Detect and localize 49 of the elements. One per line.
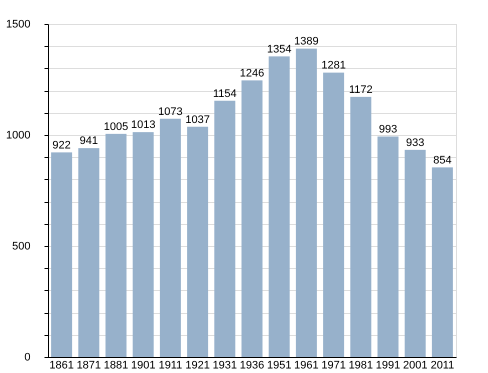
bar [242,80,262,357]
data-label: 933 [406,136,424,149]
x-tick-label: 1971 [321,360,346,372]
data-label: 1281 [321,60,346,72]
x-tick-label: 1901 [130,360,156,372]
y-tick-label: 0 [24,352,30,364]
x-tick-label: 1911 [158,360,182,372]
bar [323,72,344,357]
x-tick-label: 1871 [76,360,102,372]
data-label: 1246 [240,67,264,80]
data-label: 1073 [158,106,183,118]
y-tick-label: 500 [12,240,30,252]
x-tick-label: 1981 [348,360,374,372]
bar [160,118,181,357]
data-label: 922 [52,139,71,152]
bar [106,134,126,357]
data-label: 1172 [348,84,373,96]
x-tick-label: 1961 [294,360,319,372]
bar [378,136,398,357]
x-tick-label: 1951 [266,360,292,372]
data-label: 1354 [266,43,292,56]
data-label: 1154 [212,88,237,100]
y-tick-label: 1000 [6,130,30,142]
bar [296,48,317,357]
bar [132,132,154,357]
x-tick-label: 1936 [240,360,264,372]
x-tick-label: 1881 [104,360,128,372]
bar [214,100,236,357]
x-tick-label: 1991 [376,360,400,372]
data-label: 993 [378,124,398,136]
y-tick-label: 1500 [6,18,30,30]
data-label: 854 [433,154,452,166]
bar [268,56,290,357]
bar [350,96,372,357]
x-tick-label: 1921 [185,360,210,372]
x-tick-label: 2011 [430,360,454,372]
bar [432,167,453,357]
data-label: 1005 [104,120,128,133]
x-tick-label: 2001 [402,360,428,372]
bar [51,152,72,357]
bar [78,148,100,357]
x-tick-label: 1931 [212,360,238,372]
x-tick-label: 1861 [49,360,74,372]
data-label: 1013 [130,119,156,132]
data-label: 1389 [294,36,319,48]
bar [187,126,208,357]
data-label: 941 [80,135,98,148]
bar [404,150,426,357]
data-label: 1037 [185,114,210,126]
